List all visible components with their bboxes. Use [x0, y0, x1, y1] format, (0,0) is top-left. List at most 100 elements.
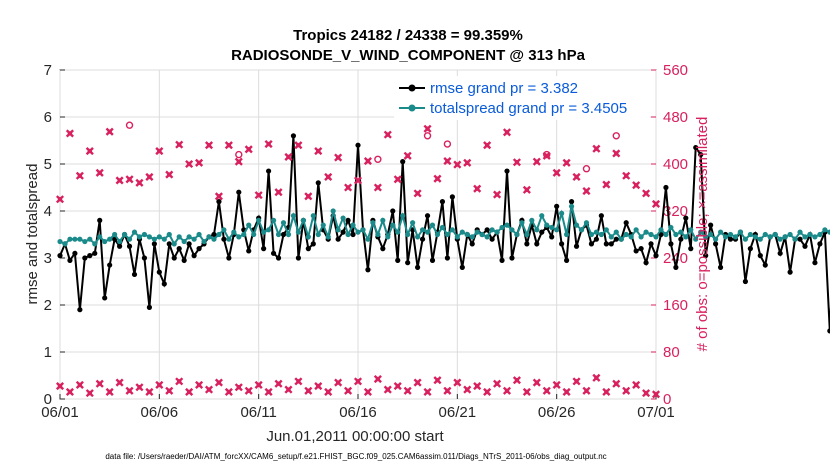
data-point	[270, 217, 277, 223]
data-point	[211, 236, 217, 242]
y-right-tick-label: 240	[663, 250, 688, 267]
marker-core	[544, 388, 549, 393]
data-point	[757, 236, 763, 242]
data-point	[415, 234, 421, 240]
data-point	[568, 203, 575, 209]
marker-core	[594, 375, 599, 381]
data-point	[310, 241, 316, 247]
data-point	[464, 231, 470, 238]
obs-assimilated-marker	[125, 386, 134, 395]
data-point	[713, 236, 719, 242]
data-point	[360, 227, 366, 233]
data-point	[102, 295, 108, 301]
data-point	[201, 238, 207, 245]
marker-core	[326, 389, 331, 395]
obs-possible-marker	[125, 121, 134, 129]
data-point	[549, 224, 555, 231]
data-point	[648, 241, 654, 247]
obs-assimilated-marker	[622, 171, 631, 180]
marker-core	[484, 389, 490, 395]
data-point	[107, 262, 113, 268]
marker-core	[117, 380, 122, 385]
data-point	[166, 241, 172, 247]
data-point	[156, 234, 162, 240]
marker-core	[604, 182, 609, 187]
data-point	[668, 241, 674, 247]
marker-core	[97, 381, 102, 386]
data-point	[295, 229, 301, 235]
data-point	[126, 243, 133, 249]
obs-assimilated-marker	[85, 147, 94, 156]
marker-core	[107, 129, 112, 134]
obs-assimilated-marker	[502, 128, 512, 137]
data-point	[613, 229, 619, 235]
marker-core	[504, 388, 510, 393]
obs-assimilated-marker	[284, 385, 293, 394]
data-point	[126, 236, 133, 242]
data-point	[405, 231, 411, 238]
data-point	[762, 262, 768, 268]
data-point	[439, 224, 446, 231]
marker-core	[574, 379, 579, 384]
data-point	[479, 231, 485, 238]
marker-core	[87, 390, 93, 396]
data-point	[598, 213, 604, 219]
series-3	[55, 124, 661, 208]
marker-core	[266, 389, 271, 395]
obs-assimilated-marker	[224, 141, 233, 150]
data-point	[757, 253, 763, 259]
data-point	[171, 241, 177, 247]
marker-core	[306, 388, 311, 393]
data-point	[812, 234, 818, 240]
marker-core	[226, 389, 232, 395]
obs-possible-marker	[374, 155, 382, 164]
data-point	[320, 222, 326, 228]
data-point	[807, 231, 813, 238]
data-point	[678, 236, 684, 242]
data-point	[226, 236, 232, 242]
data-point	[608, 241, 614, 247]
obs-assimilated-marker	[433, 376, 442, 385]
data-point	[613, 236, 619, 242]
data-point	[290, 213, 297, 219]
obs-assimilated-marker	[423, 124, 432, 133]
data-point	[151, 241, 157, 247]
data-point	[261, 246, 267, 252]
data-point	[400, 159, 406, 165]
data-point	[370, 220, 376, 226]
obs-assimilated-marker	[512, 158, 521, 167]
data-point	[290, 133, 297, 139]
data-point	[484, 234, 490, 240]
marker-core	[107, 389, 112, 395]
data-point	[514, 231, 520, 238]
marker-core	[624, 173, 629, 178]
marker-core	[494, 381, 500, 386]
y-right-tick-label: 160	[663, 297, 688, 314]
marker-core	[405, 153, 410, 158]
data-point	[742, 278, 749, 285]
data-point	[390, 208, 396, 214]
marker-core	[127, 388, 132, 393]
obs-assimilated-marker	[185, 387, 194, 396]
marker-core	[415, 380, 420, 385]
data-point	[380, 246, 386, 252]
data-point	[643, 260, 649, 266]
data-point	[762, 231, 768, 238]
y-axis-right-label: # of obs: o=possible; ×=assimilated	[694, 117, 711, 352]
marker-core	[226, 143, 232, 148]
data-point	[62, 241, 68, 247]
data-point	[693, 236, 699, 242]
data-point	[494, 229, 500, 235]
obs-assimilated-marker	[582, 386, 591, 395]
data-point	[415, 264, 421, 270]
marker-core	[584, 388, 589, 393]
data-point	[365, 267, 371, 273]
marker-core	[524, 187, 530, 193]
marker-core	[514, 160, 520, 165]
y-tick-label: 5	[44, 156, 52, 173]
marker-core	[355, 178, 361, 183]
data-point	[544, 222, 550, 228]
x-tick-label: 06/16	[339, 404, 377, 421]
obs-assimilated-marker	[651, 390, 661, 399]
data-point	[499, 224, 505, 231]
